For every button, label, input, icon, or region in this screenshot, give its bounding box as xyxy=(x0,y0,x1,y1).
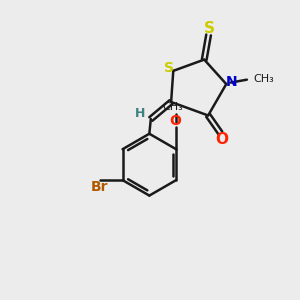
Text: H: H xyxy=(135,107,146,120)
Text: O: O xyxy=(169,114,181,128)
Text: Br: Br xyxy=(91,180,109,194)
Text: O: O xyxy=(215,132,228,147)
Text: S: S xyxy=(164,61,174,75)
Text: CH₃: CH₃ xyxy=(254,74,274,84)
Text: N: N xyxy=(226,75,237,89)
Text: CH₃: CH₃ xyxy=(162,102,183,112)
Text: S: S xyxy=(204,21,215,36)
